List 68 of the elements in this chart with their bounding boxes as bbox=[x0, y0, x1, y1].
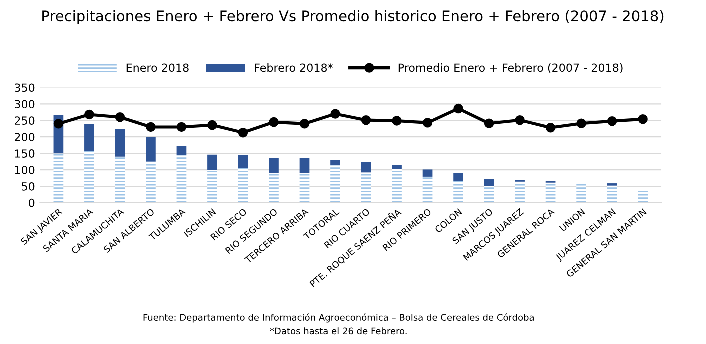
text: *Datos hasta el 26 de Febrero. bbox=[270, 328, 407, 335]
bar bbox=[484, 186, 494, 203]
point bbox=[300, 119, 310, 129]
point bbox=[238, 128, 248, 138]
bar bbox=[576, 182, 586, 203]
bar bbox=[454, 181, 464, 203]
point bbox=[208, 120, 218, 130]
bar bbox=[176, 155, 187, 203]
y-tick-label: 300 bbox=[15, 100, 35, 109]
bar bbox=[515, 182, 525, 203]
bar bbox=[484, 179, 494, 186]
bar bbox=[84, 124, 94, 152]
point bbox=[546, 123, 556, 133]
legend-label: Promedio Enero + Febrero (2007 - 2018) bbox=[398, 64, 623, 74]
point bbox=[176, 122, 187, 132]
bar bbox=[54, 154, 64, 203]
point bbox=[330, 109, 340, 119]
bar bbox=[208, 170, 218, 203]
y-tick-label: 200 bbox=[14, 133, 35, 142]
point bbox=[392, 116, 402, 126]
point bbox=[454, 104, 464, 114]
point bbox=[269, 117, 279, 128]
point bbox=[515, 115, 525, 126]
legend-label: Enero 2018 bbox=[126, 64, 189, 72]
y-tick-label: 0 bbox=[29, 198, 35, 208]
bar bbox=[361, 162, 372, 173]
bar bbox=[607, 186, 618, 203]
bar bbox=[392, 169, 402, 203]
point bbox=[115, 112, 126, 122]
bar bbox=[422, 170, 433, 177]
bar bbox=[208, 154, 218, 170]
bar bbox=[422, 176, 433, 203]
point bbox=[607, 116, 618, 126]
source-note: Fuente: Departamento de Información Agroeconómica – Bolsa de Cereales de Córdoba bbox=[144, 314, 534, 323]
point bbox=[638, 114, 648, 124]
bar bbox=[146, 162, 156, 203]
point bbox=[576, 118, 586, 128]
bar bbox=[84, 151, 94, 203]
point bbox=[422, 118, 433, 128]
bar bbox=[300, 158, 310, 174]
bar bbox=[146, 137, 156, 162]
bar bbox=[546, 182, 556, 203]
y-tick-label: 100 bbox=[15, 166, 35, 174]
chart-title: Precipitaciones Enero + Febrero Vs Promedio historico Enero + Febrero (2007 - 2018) bbox=[42, 10, 664, 24]
y-tick-label: 250 bbox=[14, 116, 35, 126]
bar bbox=[330, 160, 340, 166]
legend-label: Febrero 2018* bbox=[255, 64, 334, 72]
bar bbox=[300, 173, 310, 203]
point bbox=[84, 110, 94, 120]
point bbox=[54, 119, 64, 129]
bar bbox=[238, 155, 248, 168]
point bbox=[484, 118, 494, 128]
bar bbox=[454, 173, 464, 182]
bar bbox=[269, 173, 279, 203]
bar bbox=[361, 172, 372, 203]
bar bbox=[330, 165, 340, 203]
bar bbox=[176, 146, 187, 156]
y-tick-label: 350 bbox=[15, 84, 35, 92]
y-tick-label: 50 bbox=[22, 182, 35, 191]
bar bbox=[638, 190, 648, 203]
point bbox=[361, 115, 372, 126]
y-tick-label: 150 bbox=[15, 150, 35, 158]
point bbox=[146, 122, 156, 132]
bar bbox=[115, 156, 126, 203]
bar bbox=[392, 165, 402, 170]
bar bbox=[269, 158, 279, 174]
bar bbox=[115, 130, 126, 157]
bar bbox=[238, 168, 248, 203]
